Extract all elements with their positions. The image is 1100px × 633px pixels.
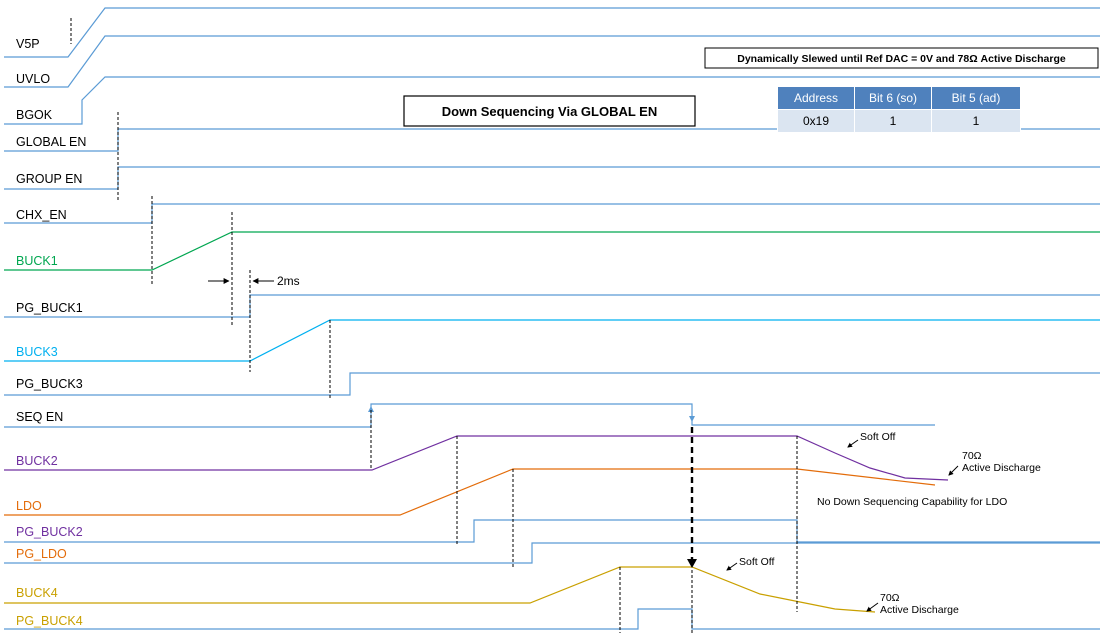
soft-off-buck4-arrow	[726, 562, 738, 571]
trace-seq-en	[4, 403, 935, 428]
seq-en-rise-arrow	[368, 406, 374, 412]
signal-label-pg-buck4: PG_BUCK4	[16, 614, 83, 628]
trace-pg-ldo	[4, 542, 1100, 564]
register-header-bit6: Bit 6 (so)	[854, 86, 932, 110]
discharge-buck4-label: Active Discharge	[880, 604, 959, 616]
discharge-buck4-arrow	[866, 602, 879, 612]
ldo-note: No Down Sequencing Capability for LDO	[817, 496, 1007, 508]
title-box	[403, 95, 696, 127]
trace-pg-buck4	[4, 608, 1100, 630]
signal-label-buck2: BUCK2	[16, 454, 58, 468]
signal-label-pg-ldo: PG_LDO	[16, 547, 67, 561]
soft-off-buck2-label: Soft Off	[860, 431, 895, 443]
signal-label-group-en: GROUP EN	[16, 172, 82, 186]
signal-label-uvlo: UVLO	[16, 72, 50, 86]
signal-label-buck3: BUCK3	[16, 345, 58, 359]
register-header-address: Address	[777, 86, 855, 110]
trace-buck3	[4, 319, 1100, 362]
register-table-header: Address Bit 6 (so) Bit 5 (ad)	[777, 86, 1021, 110]
soft-off-buck4-label: Soft Off	[739, 556, 774, 568]
trace-pg-buck2	[4, 519, 1100, 543]
register-address-value: 0x19	[777, 109, 855, 133]
trace-group-en	[4, 166, 1100, 190]
discharge-buck4-value: 70Ω	[880, 592, 900, 604]
register-table-row: 0x19 1 1	[777, 109, 1021, 133]
signal-label-pg-buck2: PG_BUCK2	[16, 525, 83, 539]
soft-off-buck2-arrow	[847, 439, 859, 448]
trace-chx-en	[4, 203, 1100, 224]
signal-label-buck1: BUCK1	[16, 254, 58, 268]
trace-v5p	[4, 7, 1100, 58]
page-title: Down Sequencing Via GLOBAL EN	[442, 104, 658, 119]
signal-label-pg-buck1: PG_BUCK1	[16, 301, 83, 315]
trace-pg-buck3	[4, 372, 1100, 396]
discharge-buck2-value: 70Ω	[962, 450, 982, 462]
register-table: Address Bit 6 (so) Bit 5 (ad) 0x19 1 1	[777, 86, 1021, 133]
trace-buck2	[4, 435, 949, 481]
signal-label-bgok: BGOK	[16, 108, 53, 122]
banner-box	[704, 47, 1099, 69]
register-bit6-value: 1	[854, 109, 932, 133]
delay-label: 2ms	[277, 274, 300, 288]
discharge-buck2-arrow	[948, 465, 959, 476]
seq-en-fall-marker-head	[687, 559, 697, 568]
signal-label-pg-buck3: PG_BUCK3	[16, 377, 83, 391]
trace-uvlo	[4, 35, 1100, 88]
trace-buck4	[4, 566, 876, 613]
register-header-bit5: Bit 5 (ad)	[931, 86, 1021, 110]
trace-ldo	[4, 468, 936, 516]
signal-label-v5p: V5P	[16, 37, 40, 51]
trace-pg-buck1	[4, 294, 1100, 318]
signal-label-global-en: GLOBAL EN	[16, 135, 86, 149]
register-bit5-value: 1	[931, 109, 1021, 133]
trace-buck1	[4, 231, 1100, 271]
trace-bgok	[4, 76, 1100, 125]
banner-text: Dynamically Slewed until Ref DAC = 0V an…	[737, 53, 1066, 65]
signal-label-buck4: BUCK4	[16, 586, 58, 600]
signal-label-ldo: LDO	[16, 499, 42, 513]
discharge-buck2-label: Active Discharge	[962, 462, 1041, 474]
seq-en-fall-arrow	[689, 416, 695, 422]
signal-label-chx-en: CHX_EN	[16, 208, 67, 222]
signal-label-seq-en: SEQ EN	[16, 410, 63, 424]
